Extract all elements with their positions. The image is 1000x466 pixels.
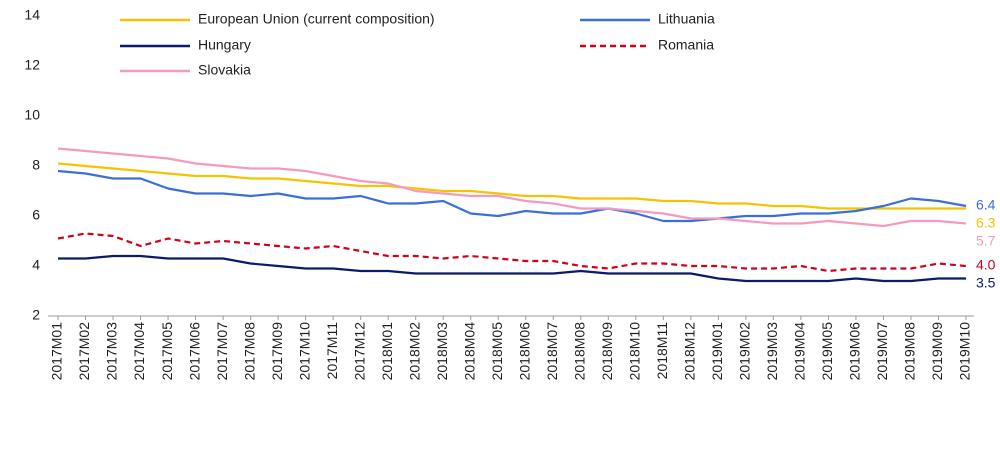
x-tick-label: 2018M04	[461, 322, 477, 381]
value-label: 6.4	[976, 197, 996, 213]
x-tick-label: 2018M08	[571, 322, 587, 381]
legend-label: European Union (current composition)	[198, 11, 435, 27]
x-tick-label: 2017M01	[49, 322, 65, 381]
series-line	[57, 169, 967, 223]
x-tick-label: 2019M07	[874, 322, 890, 381]
legend-label: Romania	[658, 37, 714, 53]
x-tick-label: 2018M10	[627, 322, 643, 381]
x-tick-label: 2017M03	[104, 322, 120, 381]
value-label: 4.0	[976, 257, 996, 273]
x-tick-label: 2018M07	[544, 322, 560, 381]
legend-label: Lithuania	[658, 11, 715, 27]
series-line	[57, 232, 967, 273]
x-tick-label: 2017M08	[241, 322, 257, 381]
x-tick-label: 2018M03	[434, 322, 450, 381]
x-tick-label: 2019M08	[902, 322, 918, 381]
x-tick-label: 2018M06	[516, 322, 532, 381]
x-tick-label: 2017M10	[296, 322, 312, 381]
x-tick-label: 2019M05	[819, 322, 835, 381]
y-tick-label: 12	[24, 57, 40, 73]
x-tick-label: 2017M09	[269, 322, 285, 381]
value-label: 6.3	[976, 215, 996, 231]
value-label: 5.7	[976, 233, 996, 249]
y-tick-label: 14	[24, 7, 40, 23]
x-tick-label: 2017M12	[351, 322, 367, 381]
legend-label: Slovakia	[198, 62, 251, 78]
x-tick-label: 2018M12	[682, 322, 698, 381]
x-tick-label: 2019M02	[737, 322, 753, 381]
y-tick-label: 2	[32, 307, 40, 323]
x-tick-label: 2018M05	[489, 322, 505, 381]
x-tick-label: 2019M01	[709, 322, 725, 381]
x-tick-label: 2019M03	[764, 322, 780, 381]
x-tick-label: 2019M04	[792, 322, 808, 381]
x-tick-label: 2018M11	[654, 322, 670, 380]
x-tick-label: 2017M04	[131, 322, 147, 381]
series-line	[57, 162, 966, 210]
y-tick-label: 6	[32, 207, 40, 223]
y-tick-label: 8	[32, 157, 40, 173]
series-line	[58, 254, 966, 283]
series-line	[57, 147, 967, 228]
x-tick-label: 2017M02	[76, 322, 92, 381]
legend-label: Hungary	[198, 37, 251, 53]
x-tick-label: 2017M07	[214, 322, 230, 381]
x-tick-label: 2019M06	[847, 322, 863, 381]
x-tick-label: 2019M10	[957, 322, 973, 381]
x-tick-label: 2019M09	[929, 322, 945, 381]
x-tick-label: 2018M01	[379, 322, 395, 381]
x-tick-label: 2017M05	[159, 322, 175, 381]
y-tick-label: 10	[24, 107, 40, 123]
x-tick-label: 2017M11	[324, 322, 340, 380]
y-tick-label: 4	[32, 257, 40, 273]
x-tick-label: 2017M06	[186, 322, 202, 381]
x-tick-label: 2018M02	[406, 322, 422, 381]
value-label: 3.5	[976, 275, 996, 291]
x-tick-label: 2018M09	[599, 322, 615, 381]
